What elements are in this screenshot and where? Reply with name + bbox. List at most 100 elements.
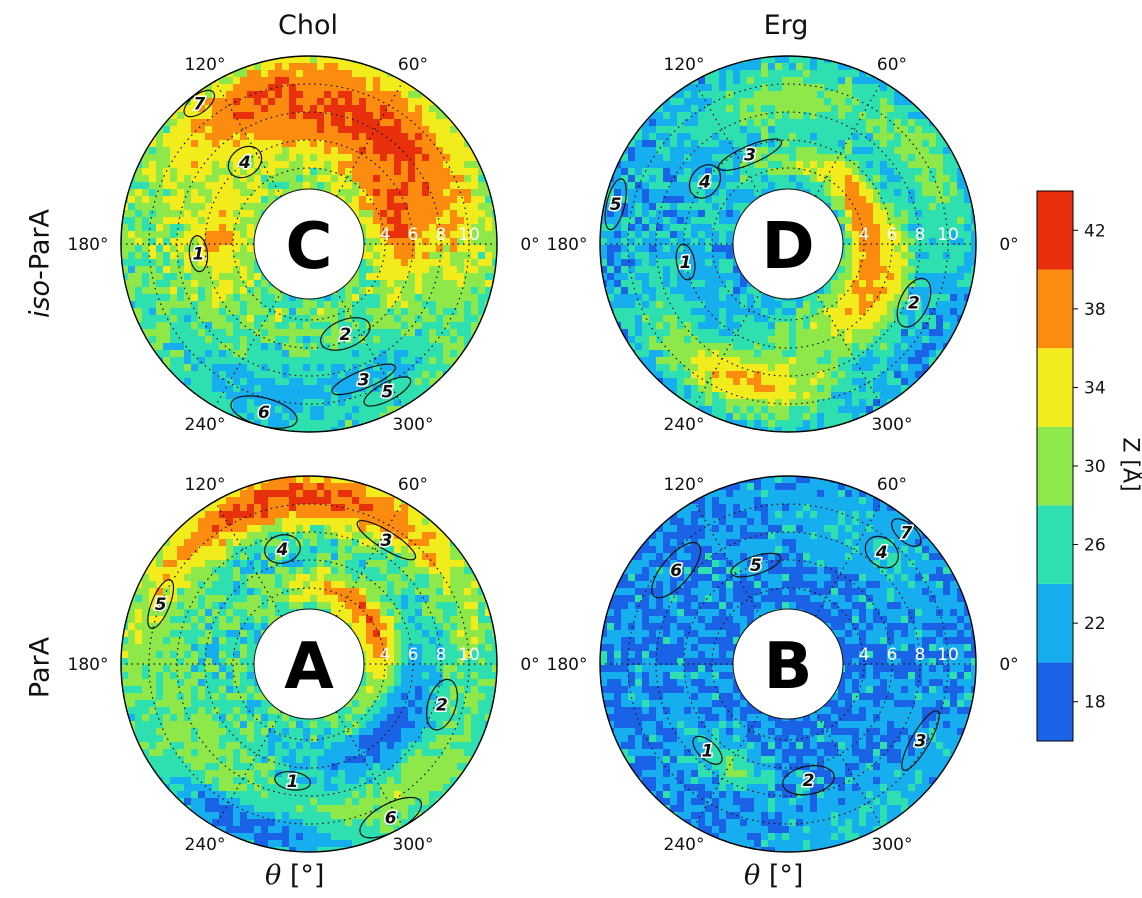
data-point: [887, 84, 894, 91]
data-point: [149, 196, 156, 203]
data-point: [705, 245, 712, 252]
data-point: [142, 329, 149, 336]
data-point: [331, 385, 338, 392]
data-point: [177, 119, 184, 126]
data-point: [705, 357, 712, 364]
data-point: [810, 420, 817, 427]
data-point: [191, 504, 198, 511]
data-point: [401, 525, 408, 532]
data-point: [894, 364, 901, 371]
data-point: [142, 238, 149, 245]
data-point: [845, 105, 852, 112]
data-point: [838, 315, 845, 322]
data-point: [191, 329, 198, 336]
data-point: [324, 91, 331, 98]
data-point: [684, 84, 691, 91]
data-point: [698, 322, 705, 329]
data-point: [443, 126, 450, 133]
data-point: [824, 322, 831, 329]
data-point: [838, 133, 845, 140]
data-point: [880, 217, 887, 224]
data-point: [352, 427, 359, 432]
data-point: [184, 371, 191, 378]
data-point: [873, 378, 880, 385]
data-point: [803, 147, 810, 154]
data-point: [705, 105, 712, 112]
data-point: [726, 63, 733, 70]
data-point: [754, 168, 761, 175]
data-point: [317, 301, 324, 308]
data-point: [824, 168, 831, 175]
data-point: [373, 287, 380, 294]
data-point: [338, 497, 345, 504]
data-point: [338, 378, 345, 385]
data-point: [415, 329, 422, 336]
data-point: [915, 315, 922, 322]
data-point: [635, 175, 642, 182]
data-point: [908, 203, 915, 210]
data-point: [485, 231, 492, 238]
data-point: [719, 273, 726, 280]
data-point: [198, 175, 205, 182]
data-point: [789, 364, 796, 371]
data-point: [317, 63, 324, 70]
data-point: [628, 315, 635, 322]
data-point: [859, 70, 866, 77]
data-point: [422, 322, 429, 329]
data-point: [880, 245, 887, 252]
data-point: [394, 539, 401, 546]
data-point: [275, 189, 282, 196]
data-point: [845, 238, 852, 245]
data-point: [233, 161, 240, 168]
data-point: [387, 357, 394, 364]
data-point: [387, 280, 394, 287]
data-point: [478, 301, 485, 308]
data-point: [226, 532, 233, 539]
data-point: [219, 105, 226, 112]
data-point: [324, 532, 331, 539]
data-point: [936, 273, 943, 280]
data-point: [394, 336, 401, 343]
data-point: [128, 294, 135, 301]
data-point: [373, 161, 380, 168]
data-point: [775, 357, 782, 364]
data-point: [408, 336, 415, 343]
data-point: [614, 301, 621, 308]
data-point: [422, 161, 429, 168]
data-point: [184, 98, 191, 105]
data-point: [198, 203, 205, 210]
data-point: [240, 203, 247, 210]
data-point: [663, 196, 670, 203]
data-point: [387, 112, 394, 119]
data-point: [929, 371, 936, 378]
data-point: [317, 511, 324, 518]
data-point: [782, 77, 789, 84]
data-point: [373, 182, 380, 189]
data-point: [922, 133, 929, 140]
data-point: [373, 119, 380, 126]
data-point: [796, 427, 803, 432]
data-point: [670, 308, 677, 315]
data-point: [345, 77, 352, 84]
data-point: [163, 294, 170, 301]
data-point: [401, 385, 408, 392]
data-point: [450, 182, 457, 189]
data-point: [352, 112, 359, 119]
data-point: [859, 252, 866, 259]
data-point: [373, 336, 380, 343]
data-point: [894, 399, 901, 406]
data-point: [233, 343, 240, 350]
data-point: [387, 126, 394, 133]
data-point: [303, 392, 310, 399]
data-point: [135, 217, 142, 224]
data-point: [803, 371, 810, 378]
data-point: [191, 126, 198, 133]
data-point: [303, 413, 310, 420]
data-point: [394, 224, 401, 231]
data-point: [310, 84, 317, 91]
data-point: [380, 322, 387, 329]
data-point: [691, 392, 698, 399]
data-point: [635, 140, 642, 147]
data-point: [698, 364, 705, 371]
data-point: [901, 357, 908, 364]
